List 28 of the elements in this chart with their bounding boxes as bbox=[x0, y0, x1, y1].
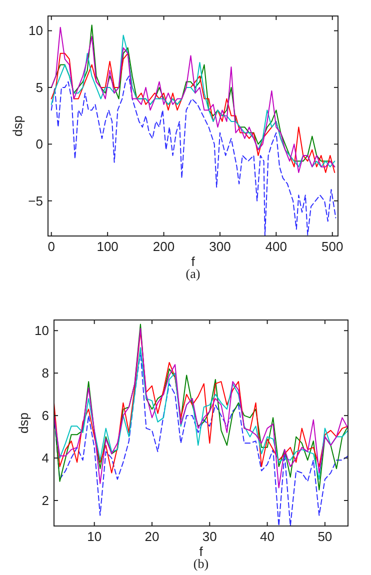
x-tick-label: 100 bbox=[96, 239, 118, 254]
x-tick-label: 30 bbox=[202, 529, 217, 544]
y-tick-label: 6 bbox=[42, 408, 49, 424]
y-tick-label: 2 bbox=[42, 493, 49, 508]
y-tick-label: 8 bbox=[42, 366, 49, 381]
x-axis-title: f bbox=[191, 254, 196, 269]
y-axis-title: dsp bbox=[16, 412, 31, 434]
line-series bbox=[54, 347, 348, 480]
line-series bbox=[50, 76, 336, 236]
y-tick-label: 0 bbox=[36, 136, 43, 152]
x-tick-label: 10 bbox=[87, 529, 102, 544]
text: (b) bbox=[193, 556, 209, 571]
y-tick-label: 10 bbox=[28, 23, 43, 38]
x-tick-label: 40 bbox=[260, 529, 275, 544]
x-axis-title: f bbox=[199, 544, 204, 559]
y-axis-title: dsp bbox=[10, 116, 25, 136]
text: (a) bbox=[186, 266, 200, 281]
x-tick-label: 20 bbox=[144, 529, 160, 544]
line-series bbox=[54, 351, 348, 526]
x-tick-label: 400 bbox=[265, 239, 288, 254]
x-tick-label: 200 bbox=[152, 239, 175, 254]
y-tick-label: 10 bbox=[34, 323, 49, 338]
y-tick-label: 4 bbox=[42, 450, 49, 466]
x-tick-label: 500 bbox=[322, 239, 344, 254]
x-tick-label: 50 bbox=[318, 529, 332, 544]
y-tick-label: 5 bbox=[36, 80, 43, 95]
x-tick-label: 300 bbox=[209, 239, 231, 254]
y-tick-label: −5 bbox=[28, 193, 43, 208]
